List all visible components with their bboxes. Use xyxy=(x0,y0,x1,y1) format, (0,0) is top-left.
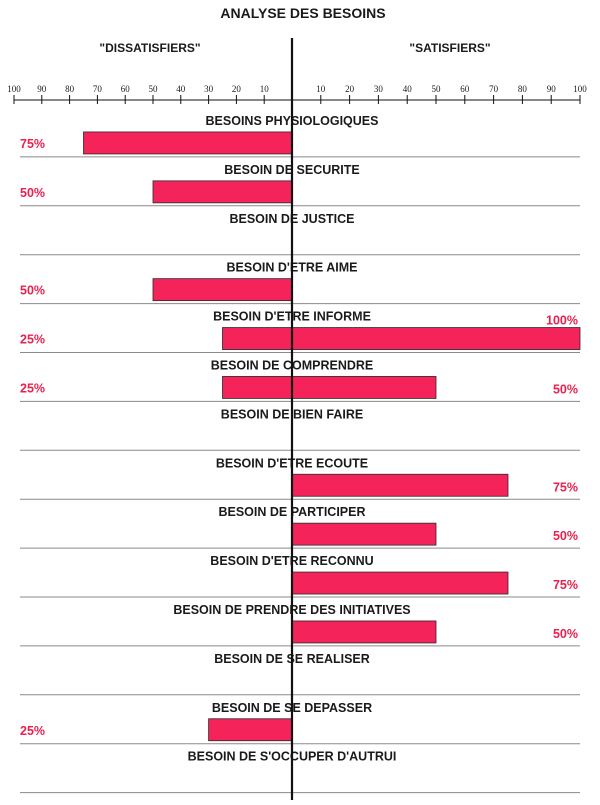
scale-ticks: 100 90 80 70 60 50 40 30 20 10 10 20 30 40 50 60 70 80 90 1… xyxy=(7,84,587,104)
dissatisfier-percent: 50% xyxy=(20,186,45,200)
satisfier-percent: 50% xyxy=(553,382,578,396)
satisfier-percent: 75% xyxy=(553,578,578,592)
tick-label: 40 xyxy=(403,84,413,94)
satisfier-bar xyxy=(291,327,581,350)
category-row: BESOIN DE S'OCCUPER D'AUTRUI xyxy=(20,750,580,794)
tick-label: 100 xyxy=(7,84,21,94)
tick-label: 100 xyxy=(573,84,587,94)
chart-title: ANALYSE DES BESOINS xyxy=(220,5,385,21)
dissatisfier-percent: 50% xyxy=(20,284,45,298)
tick-label: 50 xyxy=(149,84,159,94)
tick-label: 80 xyxy=(65,84,75,94)
tick-label: 10 xyxy=(260,84,270,94)
dissatisfier-bar xyxy=(222,376,293,399)
category-row: BESOIN DE JUSTICE xyxy=(20,212,580,256)
category-row: BESOIN DE BIEN FAIRE xyxy=(20,407,580,451)
satisfier-percent: 50% xyxy=(553,529,578,543)
dissatisfier-bar xyxy=(222,327,293,350)
tick-label: 30 xyxy=(204,84,214,94)
tick-label: 30 xyxy=(374,84,384,94)
tick-label: 70 xyxy=(489,84,499,94)
dissatisfier-bar xyxy=(208,718,293,742)
dissatisfiers-label: "DISSATISFIERS" xyxy=(99,41,200,55)
dissatisfier-bar xyxy=(83,131,293,155)
dissatisfier-percent: 25% xyxy=(20,333,45,347)
tick-label: 50 xyxy=(432,84,442,94)
satisfier-bar xyxy=(291,473,509,497)
tick-label: 90 xyxy=(547,84,557,94)
satisfier-bar xyxy=(291,522,437,546)
dissatisfier-percent: 75% xyxy=(20,137,45,151)
category-row: BESOIN DE SE REALISER xyxy=(20,652,580,696)
tick-label: 60 xyxy=(121,84,131,94)
tick-label: 60 xyxy=(460,84,470,94)
tick-label: 80 xyxy=(518,84,528,94)
dissatisfier-bar xyxy=(152,278,293,302)
tick-label: 20 xyxy=(232,84,242,94)
satisfier-percent: 100% xyxy=(546,314,578,328)
satisfier-percent: 75% xyxy=(553,480,578,494)
tick-label: 10 xyxy=(316,84,326,94)
dissatisfier-percent: 25% xyxy=(20,381,45,395)
satisfier-bar xyxy=(291,571,509,595)
tick-label: 90 xyxy=(37,84,47,94)
satisfiers-label: "SATISFIERS" xyxy=(409,41,490,55)
tick-label: 20 xyxy=(345,84,355,94)
satisfier-percent: 50% xyxy=(553,627,578,641)
tick-label: 70 xyxy=(93,84,103,94)
satisfier-bar xyxy=(291,620,437,644)
dissatisfier-percent: 25% xyxy=(20,724,45,738)
dissatisfier-bar xyxy=(152,180,293,204)
tick-label: 40 xyxy=(176,84,186,94)
satisfier-bar xyxy=(291,376,437,399)
